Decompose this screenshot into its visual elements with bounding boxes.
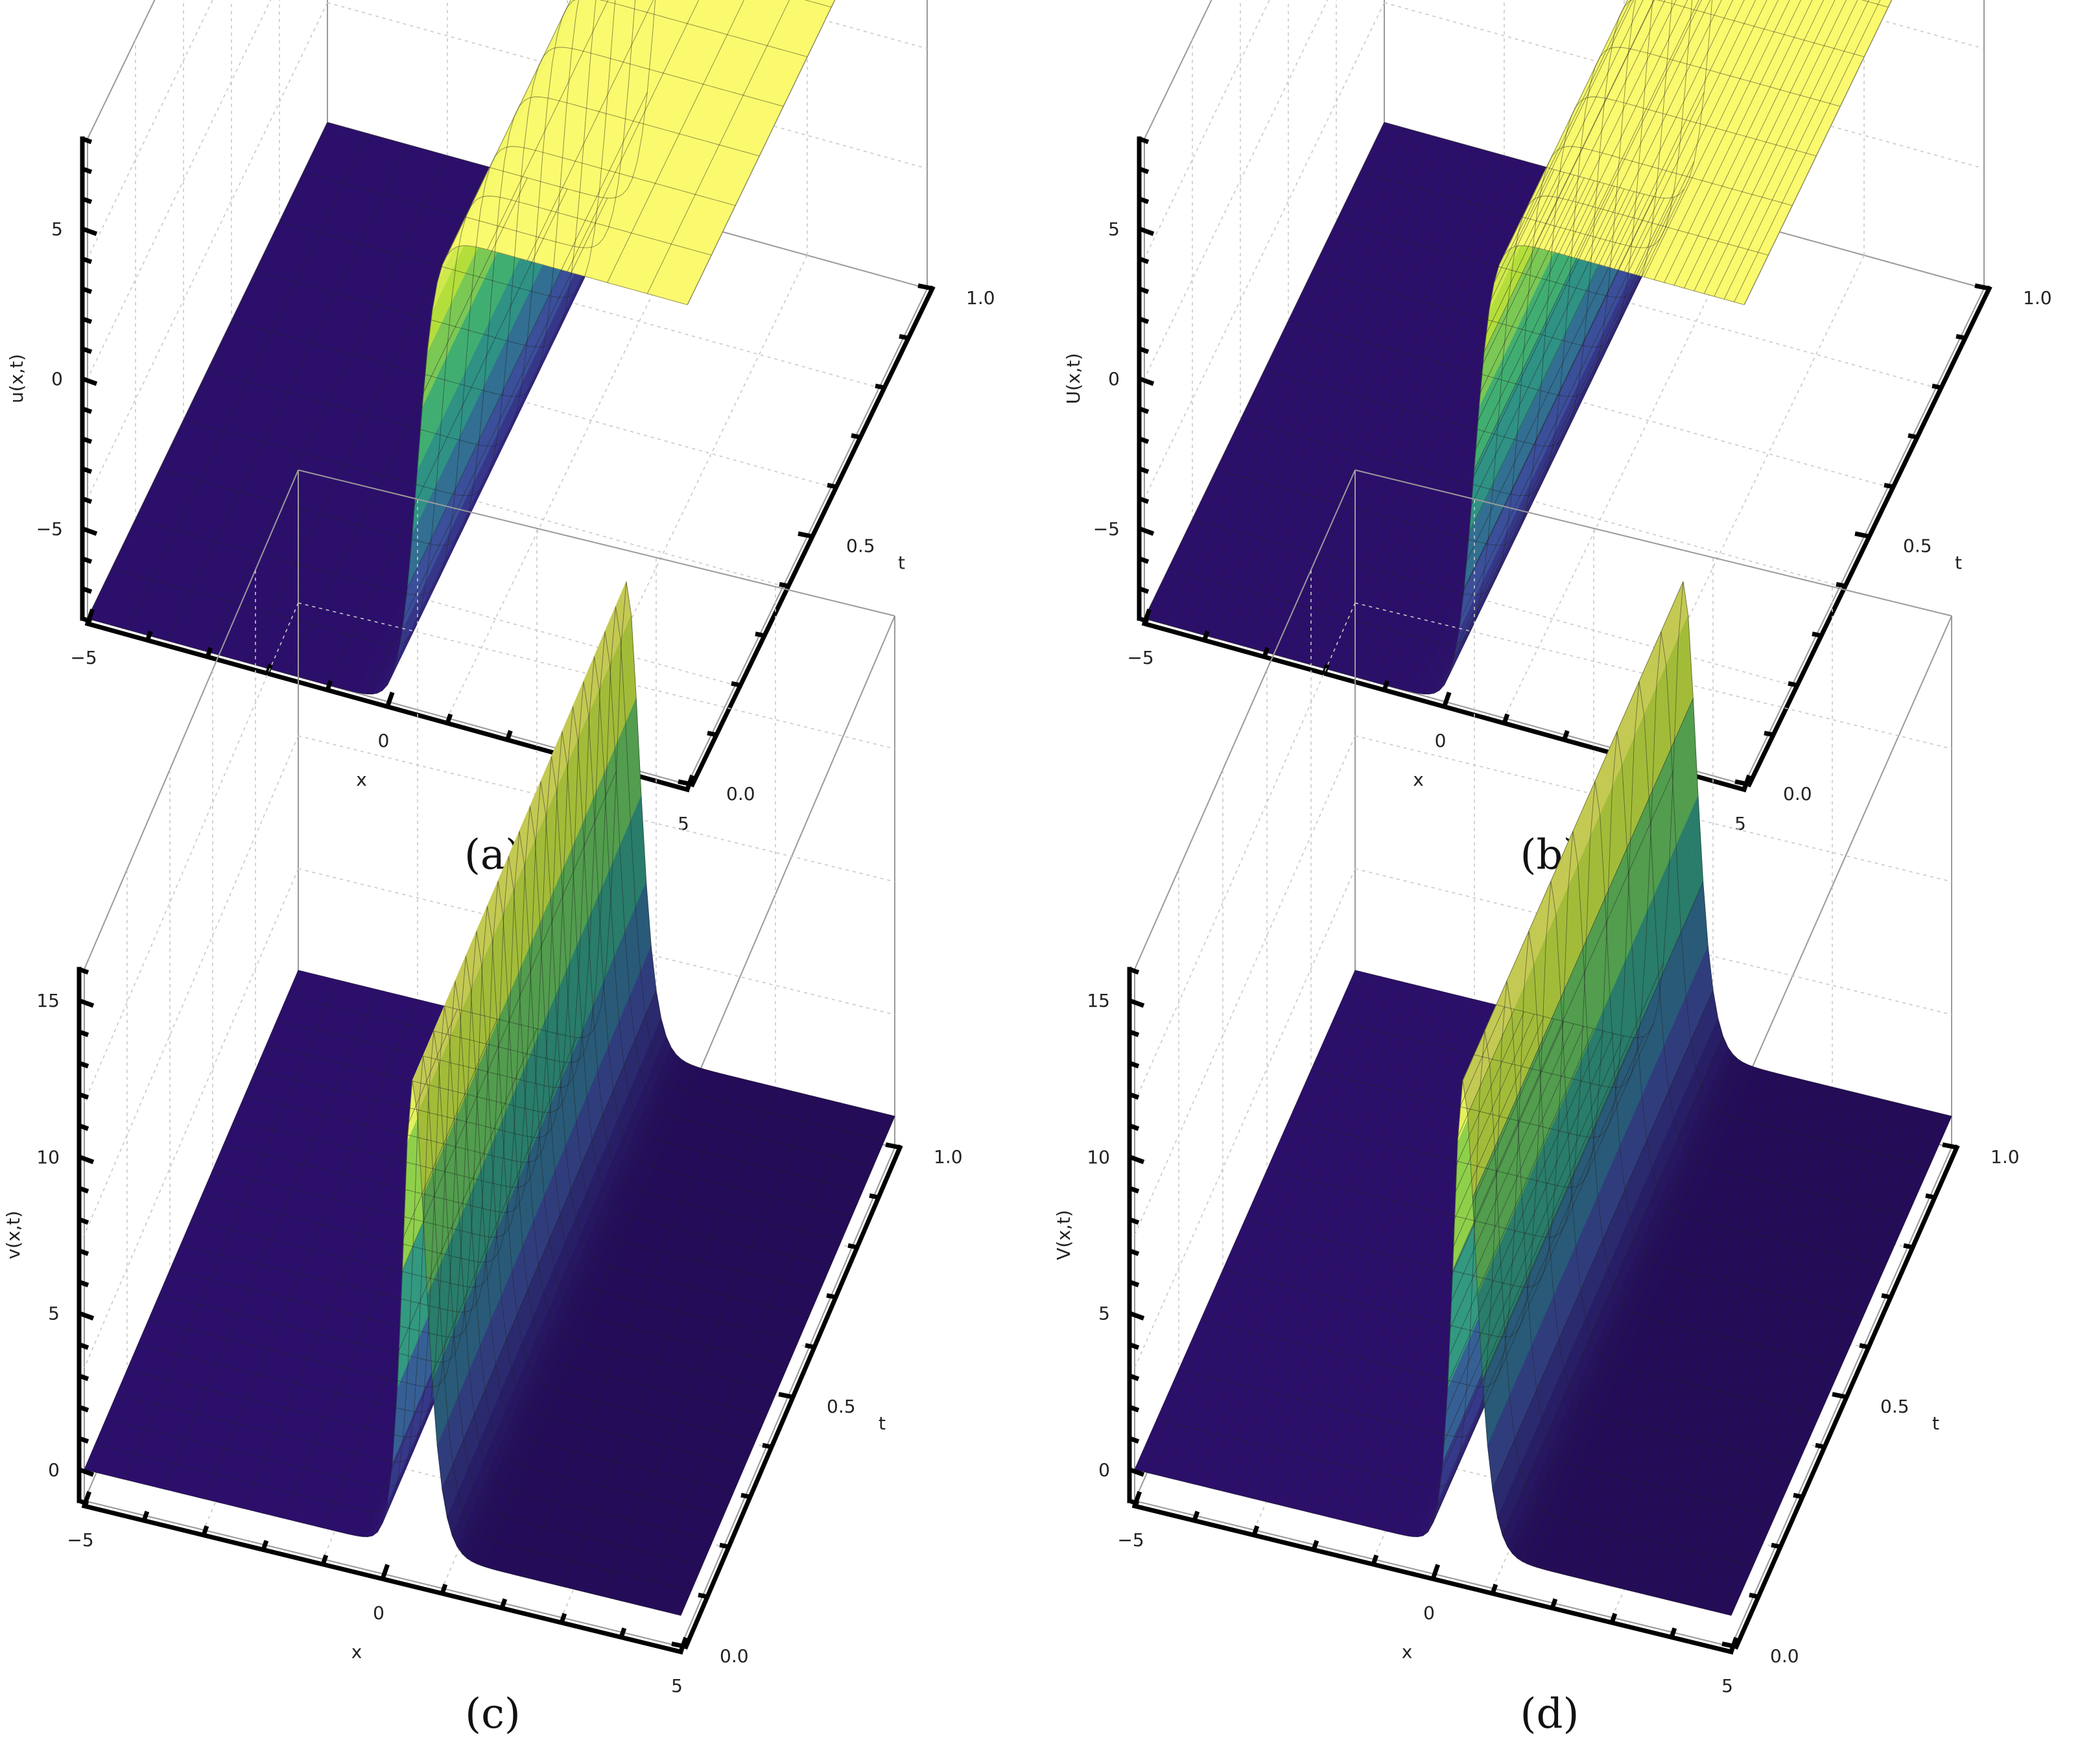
z-tick — [81, 256, 93, 265]
t-tick — [875, 383, 885, 390]
x-tick-label: 0 — [378, 730, 390, 751]
grid-line — [87, 2, 328, 499]
x-tick — [145, 630, 153, 641]
grid-line — [87, 0, 213, 259]
grid-line — [447, 222, 688, 718]
z-tick — [81, 406, 93, 414]
z-tick — [81, 556, 93, 564]
t-tick — [827, 482, 837, 489]
z-tick — [81, 136, 93, 145]
t-tick — [755, 631, 765, 638]
z-axis-label: u(x,t) — [6, 354, 27, 403]
z-tick — [81, 466, 93, 475]
z-tick — [81, 316, 93, 324]
box-edge — [1144, 0, 1212, 139]
z-tick — [81, 436, 93, 444]
z-tick-label: −5 — [36, 518, 63, 539]
x-tick — [385, 691, 395, 708]
t-tick — [851, 433, 861, 440]
t-tick-label: 0.0 — [726, 783, 755, 805]
z-tick — [81, 496, 93, 504]
z-tick-label: 5 — [51, 218, 63, 240]
t-axis-label: t — [898, 552, 905, 574]
z-tick — [81, 166, 93, 174]
z-tick — [81, 616, 93, 624]
z-tick — [81, 586, 93, 594]
x-tick-label: −5 — [70, 647, 97, 668]
t-tick — [731, 681, 741, 688]
grid-line — [87, 0, 272, 379]
t-tick — [707, 731, 717, 737]
box-edge — [87, 0, 156, 139]
t-tick — [678, 779, 693, 787]
x-tick — [325, 680, 333, 691]
x-tick — [505, 730, 513, 741]
z-tick-label: 0 — [51, 368, 63, 390]
t-tick — [779, 582, 789, 589]
x-tick — [205, 647, 213, 658]
t-tick — [917, 283, 933, 291]
t-tick-label: 0.5 — [846, 535, 875, 557]
x-axis-label: x — [356, 769, 367, 790]
x-tick — [445, 713, 453, 724]
z-tick — [81, 346, 93, 355]
z-tick — [81, 196, 93, 204]
t-tick — [798, 531, 813, 539]
t-tick-label: 1.0 — [966, 287, 995, 309]
z-tick — [81, 286, 93, 294]
t-tick — [899, 334, 909, 340]
